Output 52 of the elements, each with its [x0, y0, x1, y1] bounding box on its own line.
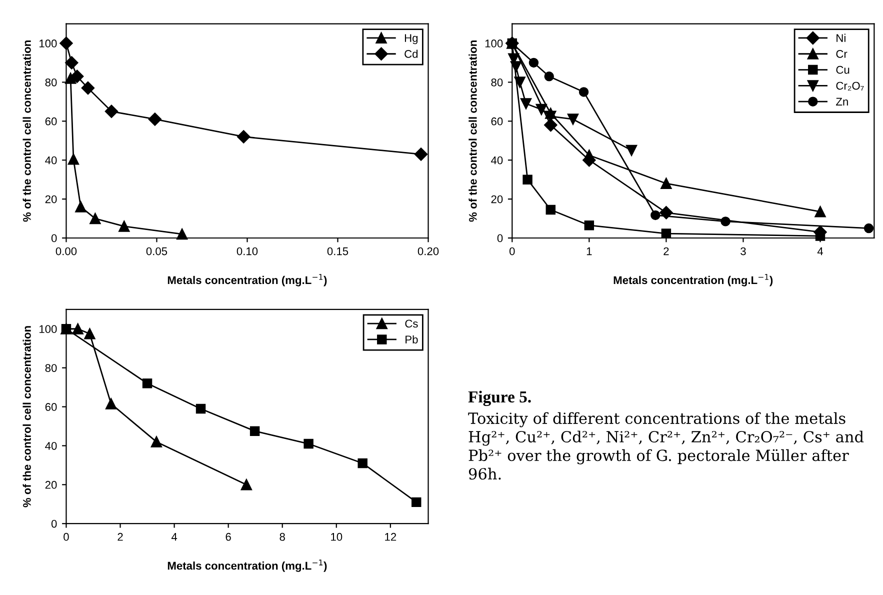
y-axis-title: % of the control cell concentration [22, 326, 31, 508]
y-tick-label: 0 [51, 520, 57, 528]
y-tick-label: 0 [51, 234, 57, 242]
x-tick-label: 0.10 [236, 247, 258, 256]
y-tick-label: 80 [45, 364, 57, 372]
x-tick-label: 4 [171, 533, 178, 541]
x-tick-label: 0.20 [418, 247, 439, 256]
legend-label: Cr [836, 50, 848, 58]
y-tick-label: 20 [45, 480, 57, 489]
x-tick-label: 0 [509, 247, 515, 256]
legend-label: Ni [836, 34, 846, 42]
y-tick-label: 80 [491, 78, 503, 86]
x-tick-label: 2 [118, 532, 123, 541]
legend-label: Cr₂O₇ [836, 82, 864, 91]
x-tick-label: 4 [817, 247, 824, 256]
x-tick-label: 0 [64, 532, 69, 541]
y-tick-label: 40 [491, 156, 503, 164]
x-tick-label: 12 [385, 532, 396, 541]
y-tick-label: 100 [40, 40, 57, 48]
y-tick-label: 0 [497, 234, 503, 242]
x-tick-label: 3 [740, 247, 746, 256]
text: Figure 5. [468, 390, 531, 406]
x-axis-title: Metals concentration (mg.L$^{−1}$) [168, 560, 327, 572]
y-tick-label: 60 [45, 117, 57, 126]
y-axis-title: % of the control cell concentration [22, 40, 31, 222]
x-tick-label: 0.15 [327, 247, 348, 256]
y-tick-label: 20 [491, 195, 503, 204]
legend-label: Cs [405, 320, 418, 328]
x-tick-label: 8 [280, 532, 285, 541]
x-tick-label: 6 [226, 532, 231, 541]
x-axis-title: Metals concentration (mg.L$^{−1}$) [614, 274, 773, 286]
text: Toxicity of different concentrations of the metals Hg²⁺, Cu²⁺, Cd²⁺, Ni²⁺, Cr²⁺, Zn²⁺, Cr₂O₇²⁻, Cs⁺ and Pb²⁺ over the growth of G. pectorale Müller after 96h. [468, 412, 864, 480]
legend-label: Hg [404, 34, 418, 44]
x-tick-label: 0.00 [56, 247, 77, 256]
x-axis-title: Metals concentration (mg.L$^{−1}$) [168, 274, 327, 286]
y-tick-label: 60 [491, 117, 503, 126]
legend-label: Zn [836, 98, 848, 106]
x-tick-label: 0.05 [146, 247, 168, 256]
y-tick-label: 40 [45, 156, 57, 164]
y-tick-label: 100 [40, 325, 57, 334]
legend-label: Cd [404, 50, 418, 58]
y-tick-label: 60 [45, 403, 57, 411]
legend-label: Cu [836, 66, 850, 74]
y-tick-label: 80 [45, 78, 57, 86]
y-tick-label: 100 [485, 40, 503, 48]
y-tick-label: 40 [45, 442, 57, 450]
x-tick-label: 1 [586, 247, 592, 256]
y-axis-title: % of the control cell concentration [468, 40, 477, 222]
x-tick-label: 2 [664, 247, 669, 256]
y-tick-label: 20 [45, 195, 57, 204]
legend-label: Pb [406, 335, 418, 344]
x-tick-label: 10 [331, 532, 342, 541]
